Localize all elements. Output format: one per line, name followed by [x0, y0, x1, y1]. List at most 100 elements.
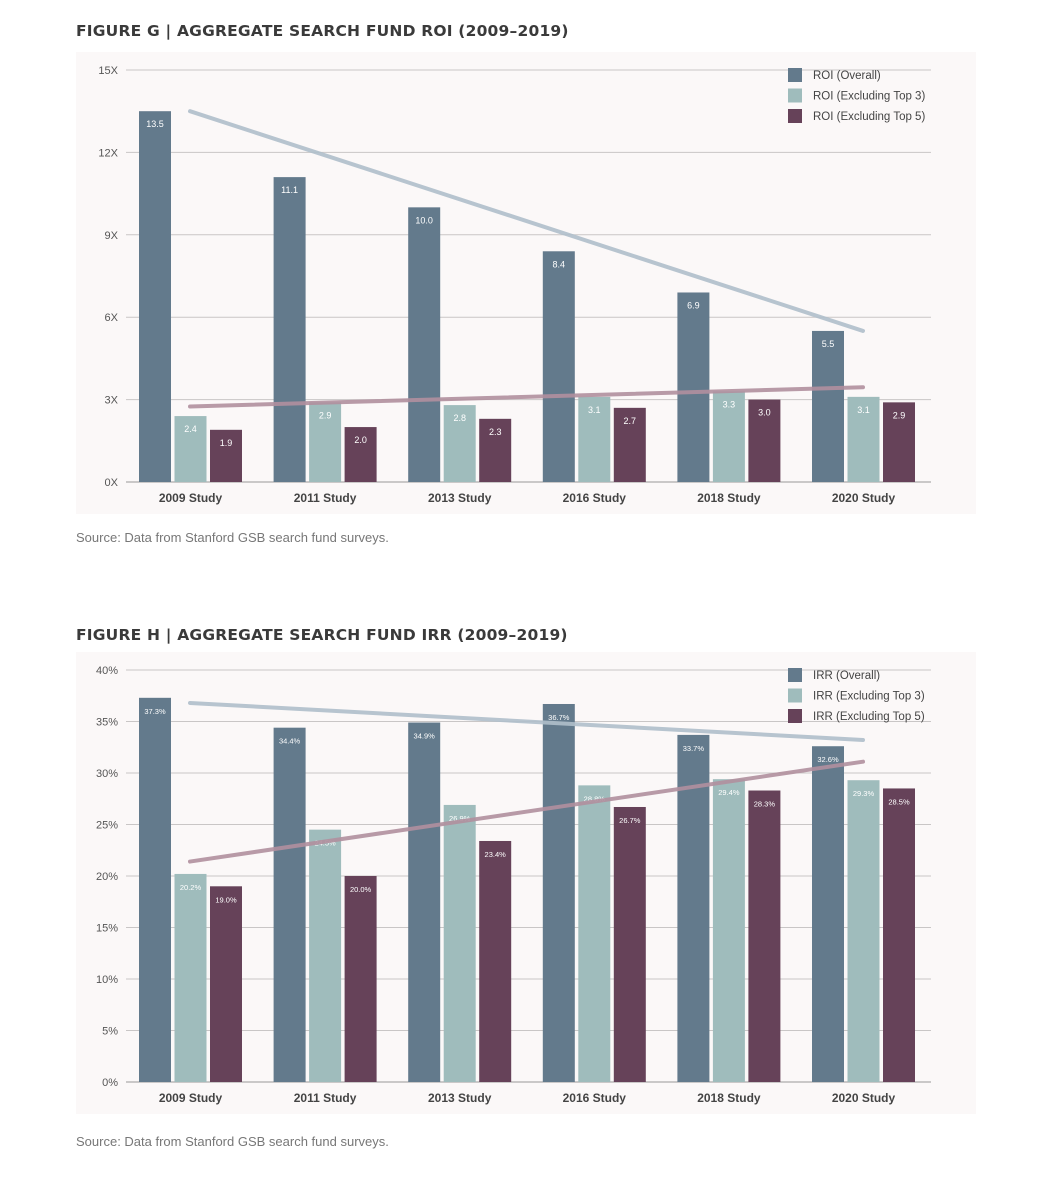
irr-bar-value-label: 26.7%: [619, 816, 641, 825]
irr-bar-1: [273, 727, 306, 1082]
roi-bar-value-label: 3.3: [723, 399, 736, 409]
roi-bar-value-label: 2.9: [319, 410, 332, 420]
roi-legend-swatch: [788, 109, 802, 123]
irr-x-category-label: 2018 Study: [697, 1091, 761, 1105]
irr-y-tick-label: 20%: [96, 871, 118, 883]
irr-y-tick-label: 5%: [102, 1026, 118, 1038]
irr-legend-label: IRR (Excluding Top 3): [813, 691, 925, 703]
roi-bar-2: [712, 391, 745, 482]
irr-bar-value-label: 28.3%: [754, 800, 776, 809]
irr-bar-value-label: 29.3%: [853, 789, 875, 798]
roi-x-category-label: 2013 Study: [428, 491, 492, 505]
irr-x-category-label: 2020 Study: [832, 1091, 896, 1105]
irr-bar-1: [812, 746, 844, 1082]
figure-h-title: FIGURE H | AGGREGATE SEARCH FUND IRR (20…: [76, 626, 568, 644]
roi-bar-3: [883, 402, 915, 482]
roi-bar-value-label: 10.0: [415, 215, 433, 225]
roi-bar-value-label: 2.7: [624, 416, 637, 426]
roi-y-tick-label: 9X: [105, 230, 119, 242]
figure-h-irr-chart: 0% 5% 10% 15% 20% 25% 30% 35% 40% 37.3% 34.4% 34.9%…: [96, 665, 931, 1105]
irr-y-tick-label: 25%: [96, 820, 118, 832]
roi-x-category-label: 2016 Study: [563, 491, 627, 505]
irr-bar-value-label: 37.3%: [144, 707, 166, 716]
irr-bar-value-label: 34.9%: [414, 732, 436, 741]
figure-h-chart-panel: 0% 5% 10% 15% 20% 25% 30% 35% 40% 37.3% 34.4% 34.9%…: [76, 652, 976, 1114]
irr-x-category-label: 2011 Study: [294, 1091, 357, 1105]
irr-bar-3: [479, 840, 512, 1082]
irr-bar-1: [542, 703, 575, 1082]
roi-x-category-label: 2018 Study: [697, 491, 761, 505]
irr-y-tick-label: 40%: [96, 665, 118, 677]
irr-bar-3: [613, 806, 646, 1082]
irr-bar-1: [408, 722, 441, 1082]
roi-trendline-1: [188, 109, 865, 333]
irr-x-category-label: 2016 Study: [563, 1091, 627, 1105]
roi-legend-label: ROI (Excluding Top 5): [813, 111, 925, 123]
roi-bar-value-label: 2.9: [893, 410, 906, 420]
roi-bar-2: [174, 416, 207, 482]
irr-bar-3: [344, 876, 377, 1082]
irr-bar-value-label: 19.0%: [215, 895, 237, 904]
roi-bar-3: [748, 399, 781, 482]
roi-trendline-2: [188, 385, 865, 409]
irr-bar-3: [883, 788, 915, 1082]
irr-trendline-1: [188, 700, 865, 743]
irr-bar-value-label: 20.0%: [350, 885, 372, 894]
irr-bar-2: [847, 780, 880, 1082]
irr-legend-swatch: [788, 668, 802, 682]
roi-bar-2: [309, 402, 342, 482]
roi-bar-value-label: 3.1: [588, 405, 601, 415]
roi-bar-value-label: 5.5: [822, 339, 835, 349]
irr-legend-label: IRR (Excluding Top 5): [813, 711, 925, 723]
roi-y-tick-label: 0X: [105, 477, 119, 489]
irr-x-category-label: 2009 Study: [159, 1091, 223, 1105]
irr-y-tick-label: 30%: [96, 768, 118, 780]
irr-bar-1: [677, 734, 710, 1082]
figure-g-title: FIGURE G | AGGREGATE SEARCH FUND ROI (20…: [76, 22, 569, 40]
roi-bar-1: [408, 207, 441, 483]
roi-bar-1: [139, 111, 171, 482]
roi-bar-2: [443, 405, 476, 482]
roi-y-tick-label: 12X: [98, 147, 118, 159]
roi-bar-value-label: 2.8: [453, 413, 466, 423]
irr-legend-swatch: [788, 709, 802, 723]
roi-bar-3: [613, 407, 646, 482]
irr-y-tick-label: 10%: [96, 974, 118, 986]
roi-bar-3: [479, 418, 512, 482]
irr-bar-2: [578, 785, 611, 1082]
roi-bar-3: [344, 427, 377, 482]
irr-bar-value-label: 29.4%: [718, 788, 740, 797]
roi-y-tick-label: 6X: [105, 312, 119, 324]
figure-g-chart-panel: 0X 3X 6X 9X 12X 15X 13.5 11.1 10.0 8.4 6.9 5.5 2.4 2.…: [76, 52, 976, 514]
figure-h-source-note: Source: Data from Stanford GSB search fu…: [76, 1134, 389, 1149]
irr-bar-value-label: 23.4%: [485, 850, 507, 859]
roi-bar-value-label: 1.9: [220, 438, 233, 448]
roi-legend-label: ROI (Overall): [813, 70, 881, 82]
irr-bar-value-label: 28.5%: [888, 797, 910, 806]
irr-bar-3: [748, 790, 781, 1082]
roi-x-category-label: 2020 Study: [832, 491, 896, 505]
irr-bar-value-label: 28.8%: [584, 794, 606, 803]
irr-bar-2: [174, 873, 207, 1082]
figure-g-source-note: Source: Data from Stanford GSB search fu…: [76, 530, 389, 545]
roi-legend-swatch: [788, 68, 802, 82]
irr-bar-2: [309, 829, 342, 1082]
irr-legend-label: IRR (Overall): [813, 670, 880, 682]
roi-bar-1: [812, 330, 844, 482]
irr-trendline-2: [188, 759, 865, 864]
irr-bar-value-label: 32.6%: [817, 755, 839, 764]
irr-bar-value-label: 20.2%: [180, 883, 202, 892]
roi-bar-value-label: 2.0: [354, 435, 367, 445]
irr-legend-swatch: [788, 688, 802, 703]
irr-y-tick-label: 35%: [96, 717, 118, 729]
roi-bar-value-label: 13.5: [146, 119, 164, 129]
roi-bar-1: [677, 292, 710, 482]
roi-bar-value-label: 8.4: [553, 259, 566, 269]
roi-bar-3: [210, 429, 242, 482]
roi-legend-label: ROI (Excluding Top 3): [813, 91, 925, 103]
roi-bar-value-label: 6.9: [687, 300, 700, 310]
roi-bar-1: [542, 251, 575, 482]
irr-bar-2: [443, 804, 476, 1082]
irr-bar-value-label: 26.9%: [449, 814, 471, 823]
irr-bar-3: [210, 886, 242, 1082]
